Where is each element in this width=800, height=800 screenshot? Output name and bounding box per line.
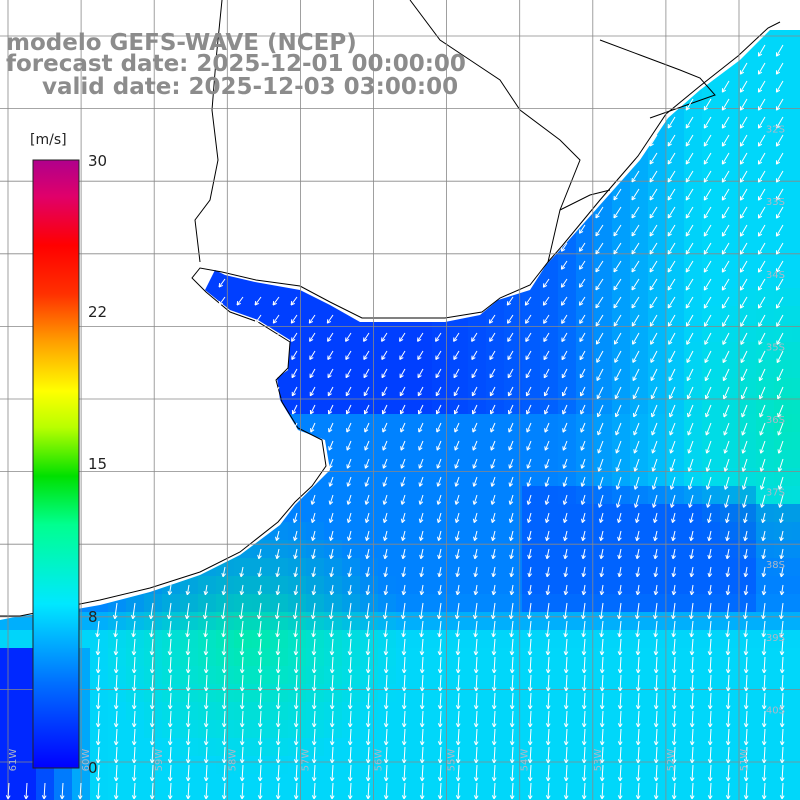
lon-label-59W: 59W <box>154 749 165 772</box>
lon-label-57W: 57W <box>300 749 311 772</box>
lat-label-32S: 32S <box>766 125 785 136</box>
coastline <box>0 0 781 617</box>
lat-label-35S: 35S <box>766 342 785 353</box>
colorbar-gradient <box>32 159 80 769</box>
colorbar-tick-15: 15 <box>88 455 108 473</box>
lat-label-40S: 40S <box>766 705 785 716</box>
title-forecast-date: forecast date: 2025-12-01 00:00:00 <box>6 51 466 77</box>
colorbar <box>32 159 80 769</box>
longitude-labels: 61W 60W 59W 58W 57W 56W 55W 54W 53W 52W 51W <box>8 749 750 772</box>
colorbar-unit: [m/s] <box>30 132 67 148</box>
lon-label-53W: 53W <box>593 749 604 772</box>
wind-vectors <box>5 44 785 800</box>
land-mask <box>0 0 800 620</box>
lat-label-38S: 38S <box>766 560 785 571</box>
lon-label-61W: 61W <box>8 749 19 772</box>
lon-label-55W: 55W <box>447 749 458 772</box>
colorbar-tick-0: 0 <box>88 759 98 777</box>
lat-label-37S: 37S <box>766 488 785 499</box>
title-model: modelo GEFS-WAVE (NCEP) <box>6 30 357 56</box>
title-valid-date: valid date: 2025-12-03 03:00:00 <box>42 74 459 100</box>
lon-label-52W: 52W <box>666 749 677 772</box>
lat-label-39S: 39S <box>766 633 785 644</box>
lat-label-34S: 34S <box>766 270 785 281</box>
lat-label-36S: 36S <box>766 415 785 426</box>
lon-label-60W: 60W <box>81 749 92 772</box>
colorbar-tick-30: 30 <box>88 152 108 170</box>
lon-label-58W: 58W <box>227 749 238 772</box>
colorbar-tick-8: 8 <box>88 608 98 626</box>
lon-label-54W: 54W <box>520 749 531 772</box>
latitude-labels: 32S 33S 34S 35S 36S 37S 38S 39S 40S <box>766 125 785 717</box>
colorbar-tick-22: 22 <box>88 303 108 321</box>
lon-label-51W: 51W <box>739 749 750 772</box>
lon-label-56W: 56W <box>374 749 385 772</box>
lat-label-33S: 33S <box>766 197 785 208</box>
